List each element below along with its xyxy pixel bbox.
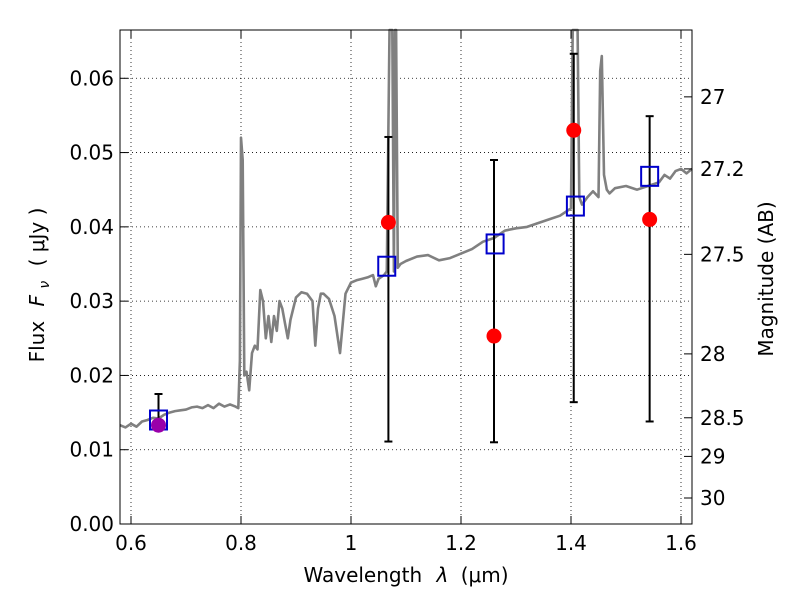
- observed-point: [642, 211, 658, 227]
- y2-tick-label: 27.5: [700, 242, 745, 266]
- model-square: [485, 233, 505, 255]
- observed-point: [151, 417, 166, 433]
- x-tick-label: 1.2: [445, 531, 477, 555]
- x-tick-label: 1.4: [555, 531, 587, 555]
- model-square-layer: [149, 165, 660, 431]
- y-axis-title-subscript: ν: [37, 281, 53, 289]
- y-tick-label: 0.03: [69, 289, 114, 313]
- y2-tick-label: 27.2: [700, 157, 745, 181]
- spectrum-layer: [119, 28, 693, 429]
- y-tick-label: 0.02: [69, 363, 114, 387]
- model-square: [640, 165, 660, 187]
- observed-point: [380, 214, 396, 230]
- model-square: [377, 255, 397, 277]
- observed-point: [486, 328, 502, 344]
- y2-tick-label: 30: [700, 486, 725, 510]
- x-tick-label: 1: [345, 531, 358, 555]
- y-tick-label: 0.05: [69, 141, 114, 165]
- y-axis-title-text: Flux: [25, 321, 49, 363]
- y2-tick-label: 27: [700, 85, 725, 109]
- x-tick-label: 1.6: [665, 531, 697, 555]
- x-axis-title-symbol: λ: [436, 563, 449, 587]
- y-axis-title-unit: ( μJy ): [25, 208, 49, 267]
- y-tick-label: 0.00: [69, 512, 114, 536]
- y-axis-title: Flux F ν ( μJy ): [25, 208, 54, 363]
- y2-tick-label: 28: [700, 342, 725, 366]
- y2-tick-label: 28.5: [700, 406, 745, 430]
- spectrum-line: [119, 28, 693, 429]
- tick-layer: 0.6 0.8 1 1.2 1.4 1.6 0.00 0.01 0.02 0.03 0.04 0.05…: [69, 30, 745, 555]
- x-tick-label: 0.8: [225, 531, 257, 555]
- y-axis-title-symbol: F: [25, 294, 49, 306]
- plot-frame: [119, 29, 693, 525]
- y-tick-label: 0.04: [69, 215, 114, 239]
- x-axis-title-unit: (μm): [461, 563, 509, 587]
- x-tick-label: 0.6: [115, 531, 147, 555]
- observed-point: [566, 122, 582, 138]
- grid: [120, 30, 692, 524]
- y-tick-label: 0.01: [69, 438, 114, 462]
- y2-axis-title: Magnitude (AB): [754, 201, 778, 356]
- y2-tick-label: 29: [700, 444, 725, 468]
- observed-point-layer: [151, 122, 658, 433]
- x-axis-title-text: Wavelength: [303, 563, 422, 587]
- model-square: [565, 195, 585, 217]
- x-axis-title: Wavelength λ (μm): [303, 563, 508, 587]
- y-tick-label: 0.06: [69, 66, 114, 90]
